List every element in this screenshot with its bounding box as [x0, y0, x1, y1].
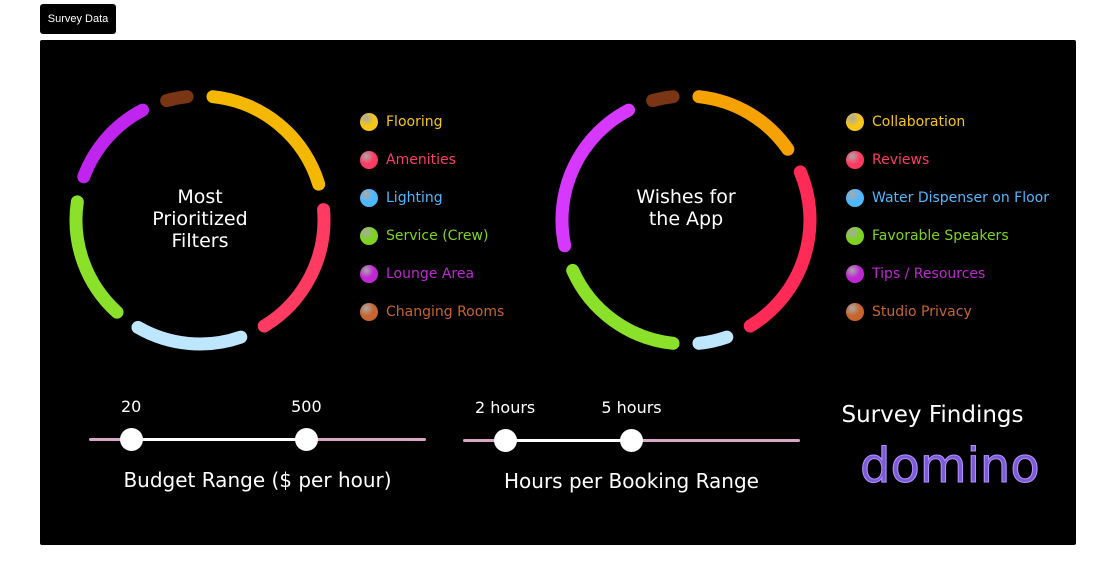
legend-item: Favorable Speakers [846, 217, 1049, 255]
legend-dot-icon [846, 189, 864, 207]
legend-label: Amenities [386, 152, 456, 168]
legend-item: Service (Crew) [360, 217, 504, 255]
legend-item: Flooring [360, 103, 504, 141]
legend-label: Service (Crew) [386, 228, 489, 244]
slider-range-fill [131, 438, 307, 441]
donut-segment-reviews [743, 165, 817, 333]
survey-findings-title: Survey Findings [841, 402, 1024, 428]
donut-title-line: Filters [171, 230, 229, 252]
legend-dot-icon [360, 113, 378, 131]
slider-low-handle[interactable] [119, 428, 143, 451]
filters-donut-title: Most Prioritized Filters [120, 186, 280, 252]
legend-item: Lounge Area [360, 255, 504, 293]
legend-dot-icon [846, 151, 864, 169]
legend-dot-icon [360, 265, 378, 283]
budget-range-slider[interactable]: 20 500 [89, 392, 426, 482]
legend-label: Favorable Speakers [872, 228, 1009, 244]
donut-segment-service-crew [69, 195, 124, 319]
legend-label: Studio Privacy [872, 304, 972, 320]
survey-panel: Most Prioritized Filters Flooring Ameniti… [40, 40, 1076, 545]
slider-range-fill [505, 439, 632, 442]
legend-dot-icon [846, 113, 864, 131]
donut-segment-lighting [131, 320, 248, 351]
filters-legend: Flooring Amenities Lighting Service (Crew) L… [360, 103, 504, 331]
legend-label: Changing Rooms [386, 304, 505, 320]
legend-dot-icon [846, 265, 864, 283]
legend-label: Collaboration [872, 114, 966, 130]
donut-title-line: Prioritized [152, 208, 248, 230]
logo-wordmark: domino [860, 438, 1040, 494]
slider-high-handle[interactable] [294, 428, 318, 451]
legend-label: Lighting [386, 190, 443, 206]
legend-dot-icon [360, 303, 378, 321]
legend-item: Reviews [846, 141, 1049, 179]
legend-item: Collaboration [846, 103, 1049, 141]
legend-label: Flooring [386, 114, 443, 130]
donut-segment-collaboration [692, 90, 795, 156]
legend-label: Water Dispenser on Floor [872, 190, 1050, 206]
slider-low-handle[interactable] [493, 429, 517, 452]
wishes-donut-title: Wishes for the App [606, 186, 766, 230]
legend-dot-icon [846, 227, 864, 245]
legend-item: Lighting [360, 179, 504, 217]
legend-label: Tips / Resources [872, 266, 986, 282]
slider-high-value: 500 [291, 397, 322, 416]
legend-item: Studio Privacy [846, 293, 1049, 331]
legend-label: Lounge Area [386, 266, 475, 282]
legend-item: Changing Rooms [360, 293, 504, 331]
donut-segment-lounge-area [77, 103, 150, 184]
donut-segment-favorable-speakers [566, 263, 680, 350]
legend-item: Tips / Resources [846, 255, 1049, 293]
filters-donut-chart [69, 90, 331, 351]
donut-segment-flooring [206, 90, 326, 191]
legend-dot-icon [360, 227, 378, 245]
wishes-legend: Collaboration Reviews Water Dispenser on F… [846, 103, 1049, 331]
hours-range-title: Hours per Booking Range [504, 469, 759, 493]
donut-segment-studio-privacy [646, 90, 680, 108]
slider-high-value: 5 hours [601, 398, 662, 417]
donut-segment-changing-rooms [160, 90, 194, 108]
slider-low-value: 2 hours [475, 398, 536, 417]
domino-logo: domino [860, 438, 1040, 494]
slider-high-handle[interactable] [620, 429, 643, 452]
budget-range-title: Budget Range ($ per hour) [123, 468, 392, 492]
legend-label: Reviews [872, 152, 930, 168]
donut-title-line: Wishes for [636, 186, 736, 208]
slider-low-value: 20 [120, 397, 142, 416]
legend-item: Amenities [360, 141, 504, 179]
donut-segment-water-dispenser-on-floor [692, 330, 734, 350]
donut-title-line: the App [648, 208, 724, 230]
wishes-donut-chart [555, 90, 817, 350]
legend-item: Water Dispenser on Floor [846, 179, 1049, 217]
survey-data-tab[interactable]: Survey Data [40, 4, 116, 34]
legend-dot-icon [360, 151, 378, 169]
hours-range-slider[interactable]: 2 hours 5 hours [463, 393, 800, 483]
donut-title-line: Most [177, 186, 223, 208]
donut-segment-amenities [257, 203, 331, 333]
legend-dot-icon [360, 189, 378, 207]
legend-dot-icon [846, 303, 864, 321]
donut-segment-tips-resources [555, 103, 636, 253]
